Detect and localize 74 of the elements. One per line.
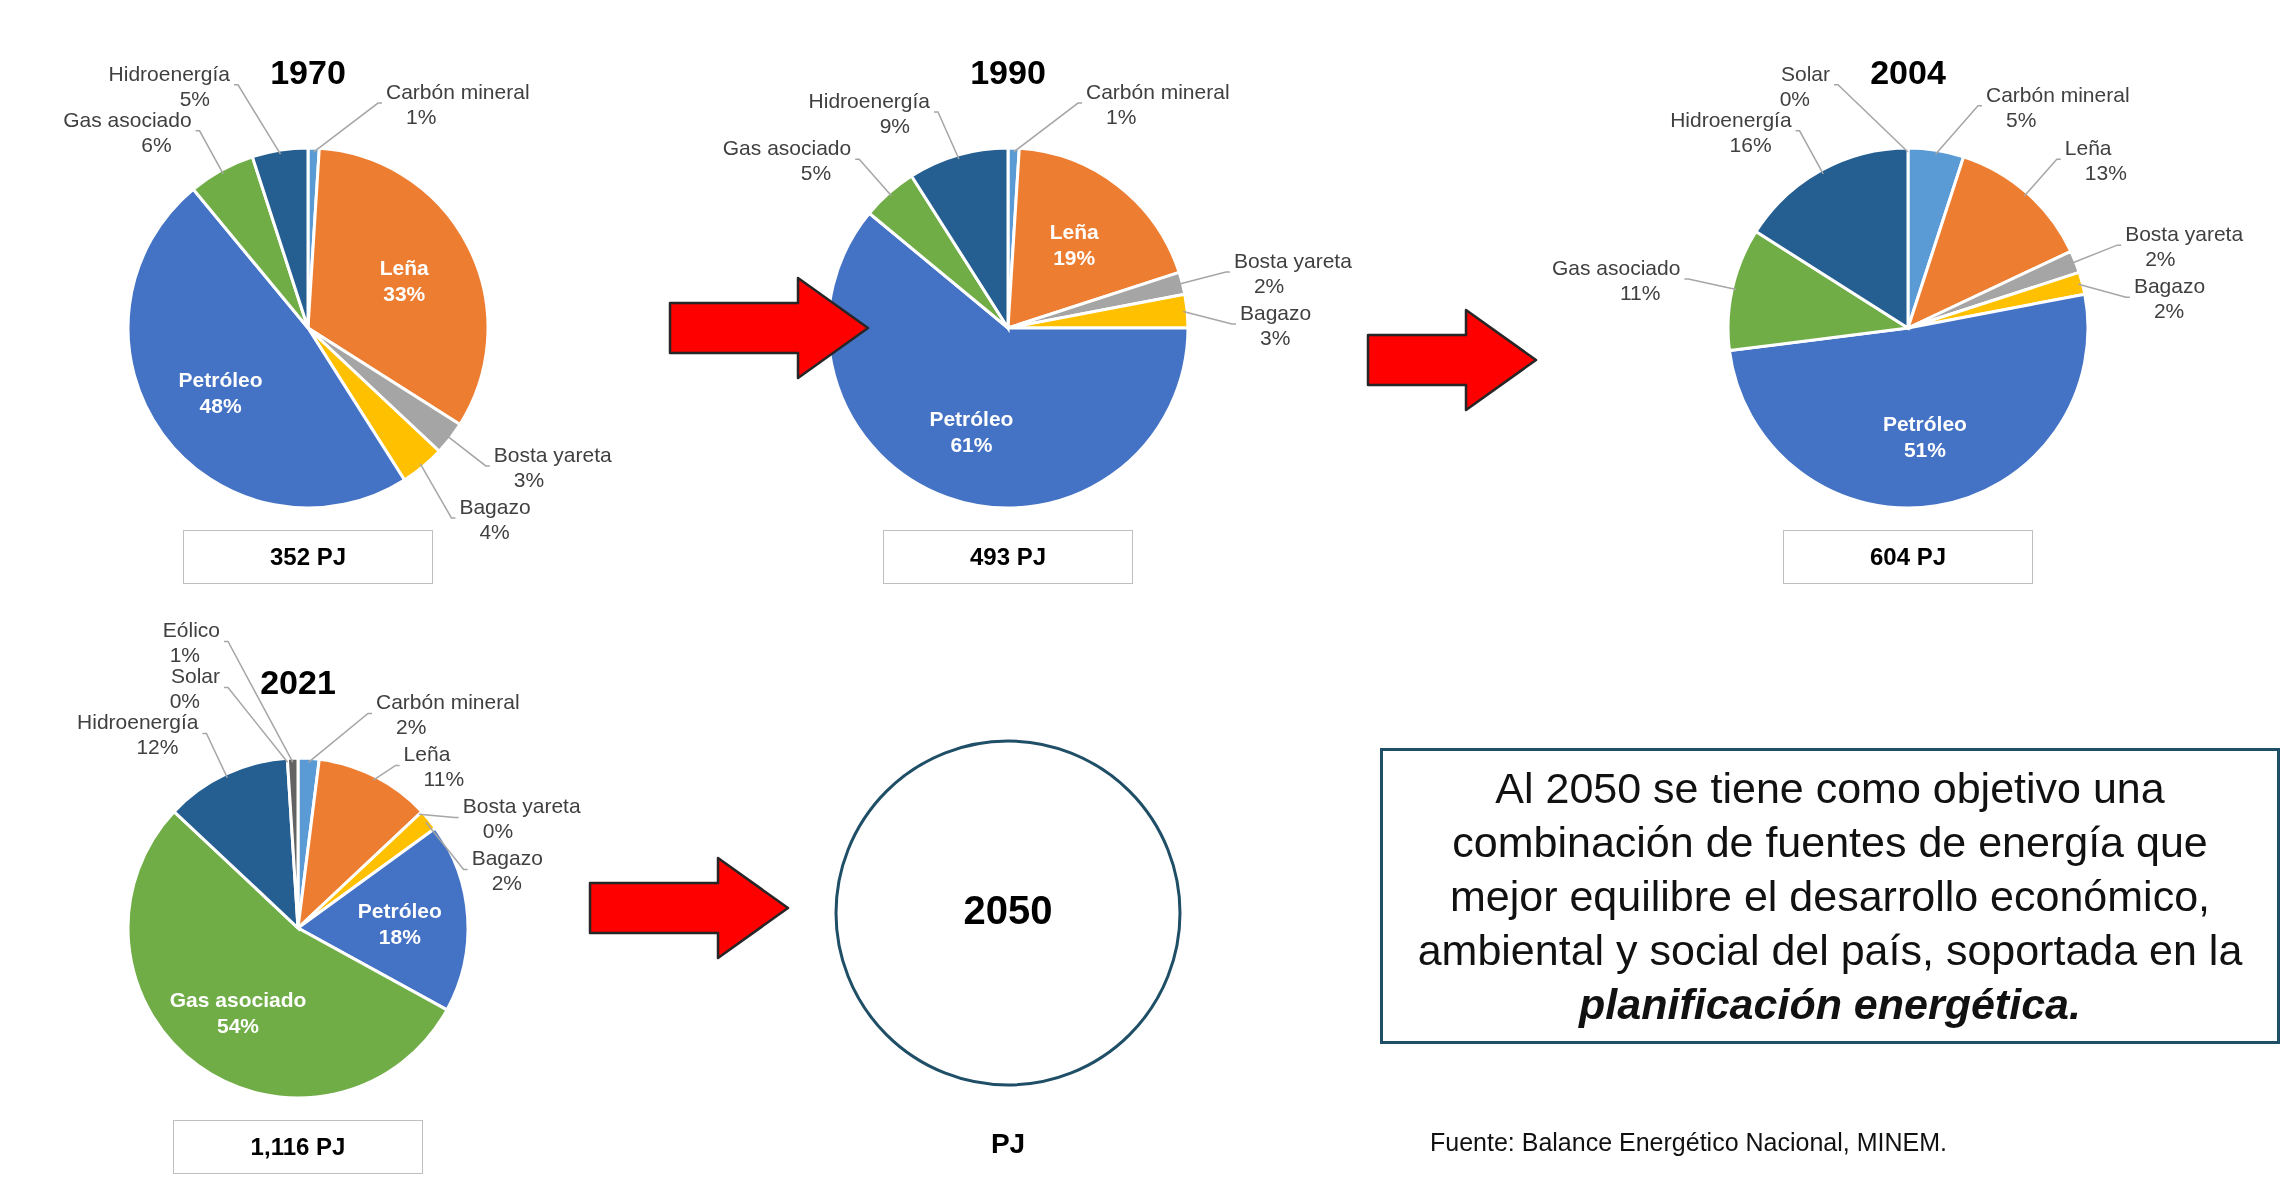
slice-label: Leña bbox=[379, 255, 430, 279]
data-label: 2% bbox=[2145, 247, 2176, 271]
slice-label: Bosta yareta bbox=[493, 442, 613, 466]
data-label: 5% bbox=[800, 161, 832, 185]
slice-label: Bagazo bbox=[459, 494, 531, 518]
text: 2050 bbox=[962, 888, 1054, 933]
data-label: 9% bbox=[879, 113, 910, 137]
data-label: 54% bbox=[217, 1013, 260, 1037]
slice-label: Hidroenergía bbox=[1670, 107, 1792, 131]
data-label: 12% bbox=[136, 735, 179, 759]
slice-label: Petróleo bbox=[1882, 411, 1967, 435]
data-label: 2% bbox=[491, 871, 523, 895]
slice-label: Hidroenergía bbox=[108, 61, 231, 85]
data-label: 18% bbox=[378, 924, 422, 948]
data-label: 4% bbox=[479, 519, 510, 543]
text: 0% bbox=[169, 689, 200, 713]
data-label: 19% bbox=[1053, 245, 1096, 269]
data-label: 3% bbox=[1260, 326, 1291, 350]
text: 493 PJ bbox=[883, 530, 1133, 584]
slice-label: Bagazo bbox=[2133, 274, 2206, 298]
data-label: 5% bbox=[2006, 107, 2037, 131]
data-label: 33% bbox=[383, 281, 426, 305]
chart-title: 1970 bbox=[270, 53, 346, 91]
data-label: 11% bbox=[423, 767, 465, 791]
data-label: 51% bbox=[1903, 437, 1947, 461]
slice-label: Bosta yareta bbox=[1233, 249, 1353, 273]
data-label: 13% bbox=[2084, 161, 2127, 185]
legend-label: Bosta yareta bbox=[462, 794, 581, 818]
text: 0% bbox=[1779, 86, 1810, 110]
slice-label: Leña bbox=[403, 742, 451, 766]
data-label: 2% bbox=[2153, 299, 2185, 323]
source-note: Fuente: Balance Energético Nacional, MINEM. bbox=[1430, 1128, 1947, 1157]
chart-title: 2004 bbox=[1870, 53, 1946, 91]
data-label: 61% bbox=[950, 432, 993, 456]
text: 1,116 PJ bbox=[173, 1120, 423, 1174]
text: PJ bbox=[989, 1128, 1027, 1160]
category-label: Solar bbox=[1780, 61, 1830, 85]
slice-label: Petróleo bbox=[929, 406, 1014, 430]
text: 352 PJ bbox=[183, 530, 433, 584]
data-label: 11% bbox=[1619, 280, 1661, 304]
data-label: 1% bbox=[1106, 105, 1137, 129]
slice-label: Eólico bbox=[162, 618, 220, 642]
text: 0% bbox=[482, 819, 514, 843]
slice-label: Gas asociado bbox=[722, 136, 852, 160]
slice-label: Bagazo bbox=[471, 846, 543, 870]
data-label: 2% bbox=[1253, 274, 1285, 298]
data-label: 3% bbox=[513, 467, 545, 491]
slice-label: Carbón mineral bbox=[376, 690, 520, 714]
data-label: 1% bbox=[406, 105, 437, 129]
slice-label: Gas asociado bbox=[169, 987, 307, 1011]
chart-title: 1990 bbox=[970, 53, 1046, 91]
data-label: 16% bbox=[1729, 132, 1772, 156]
category-label: Solar bbox=[170, 664, 220, 688]
slice-label: Leña bbox=[2064, 136, 2112, 160]
slice-label: Gas asociado bbox=[63, 107, 192, 131]
data-label: 2% bbox=[396, 715, 427, 739]
slice-label: Petróleo bbox=[178, 368, 263, 392]
data-label: 48% bbox=[199, 394, 242, 418]
data-label: 6% bbox=[141, 132, 172, 156]
data-label: 5% bbox=[179, 86, 210, 110]
slice-label: Bagazo bbox=[1240, 301, 1312, 325]
slice-label: Carbón mineral bbox=[386, 80, 530, 104]
slice-label: Petróleo bbox=[357, 898, 442, 922]
text: 604 PJ bbox=[1783, 530, 2033, 584]
slice-label: Carbón mineral bbox=[1086, 80, 1230, 104]
text: 2021 bbox=[260, 663, 336, 701]
slice-label: Carbón mineral bbox=[1986, 82, 2130, 106]
slice-label: Leña bbox=[1049, 219, 1100, 243]
text: planificación energética. bbox=[1579, 980, 2081, 1028]
slice-label: Hidroenergía bbox=[77, 710, 199, 734]
data-label: 1% bbox=[169, 643, 200, 667]
slice-label: Bosta yareta bbox=[2125, 222, 2244, 246]
slice-label: Hidroenergía bbox=[808, 88, 931, 112]
slice-label: Gas asociado bbox=[1552, 255, 1681, 279]
